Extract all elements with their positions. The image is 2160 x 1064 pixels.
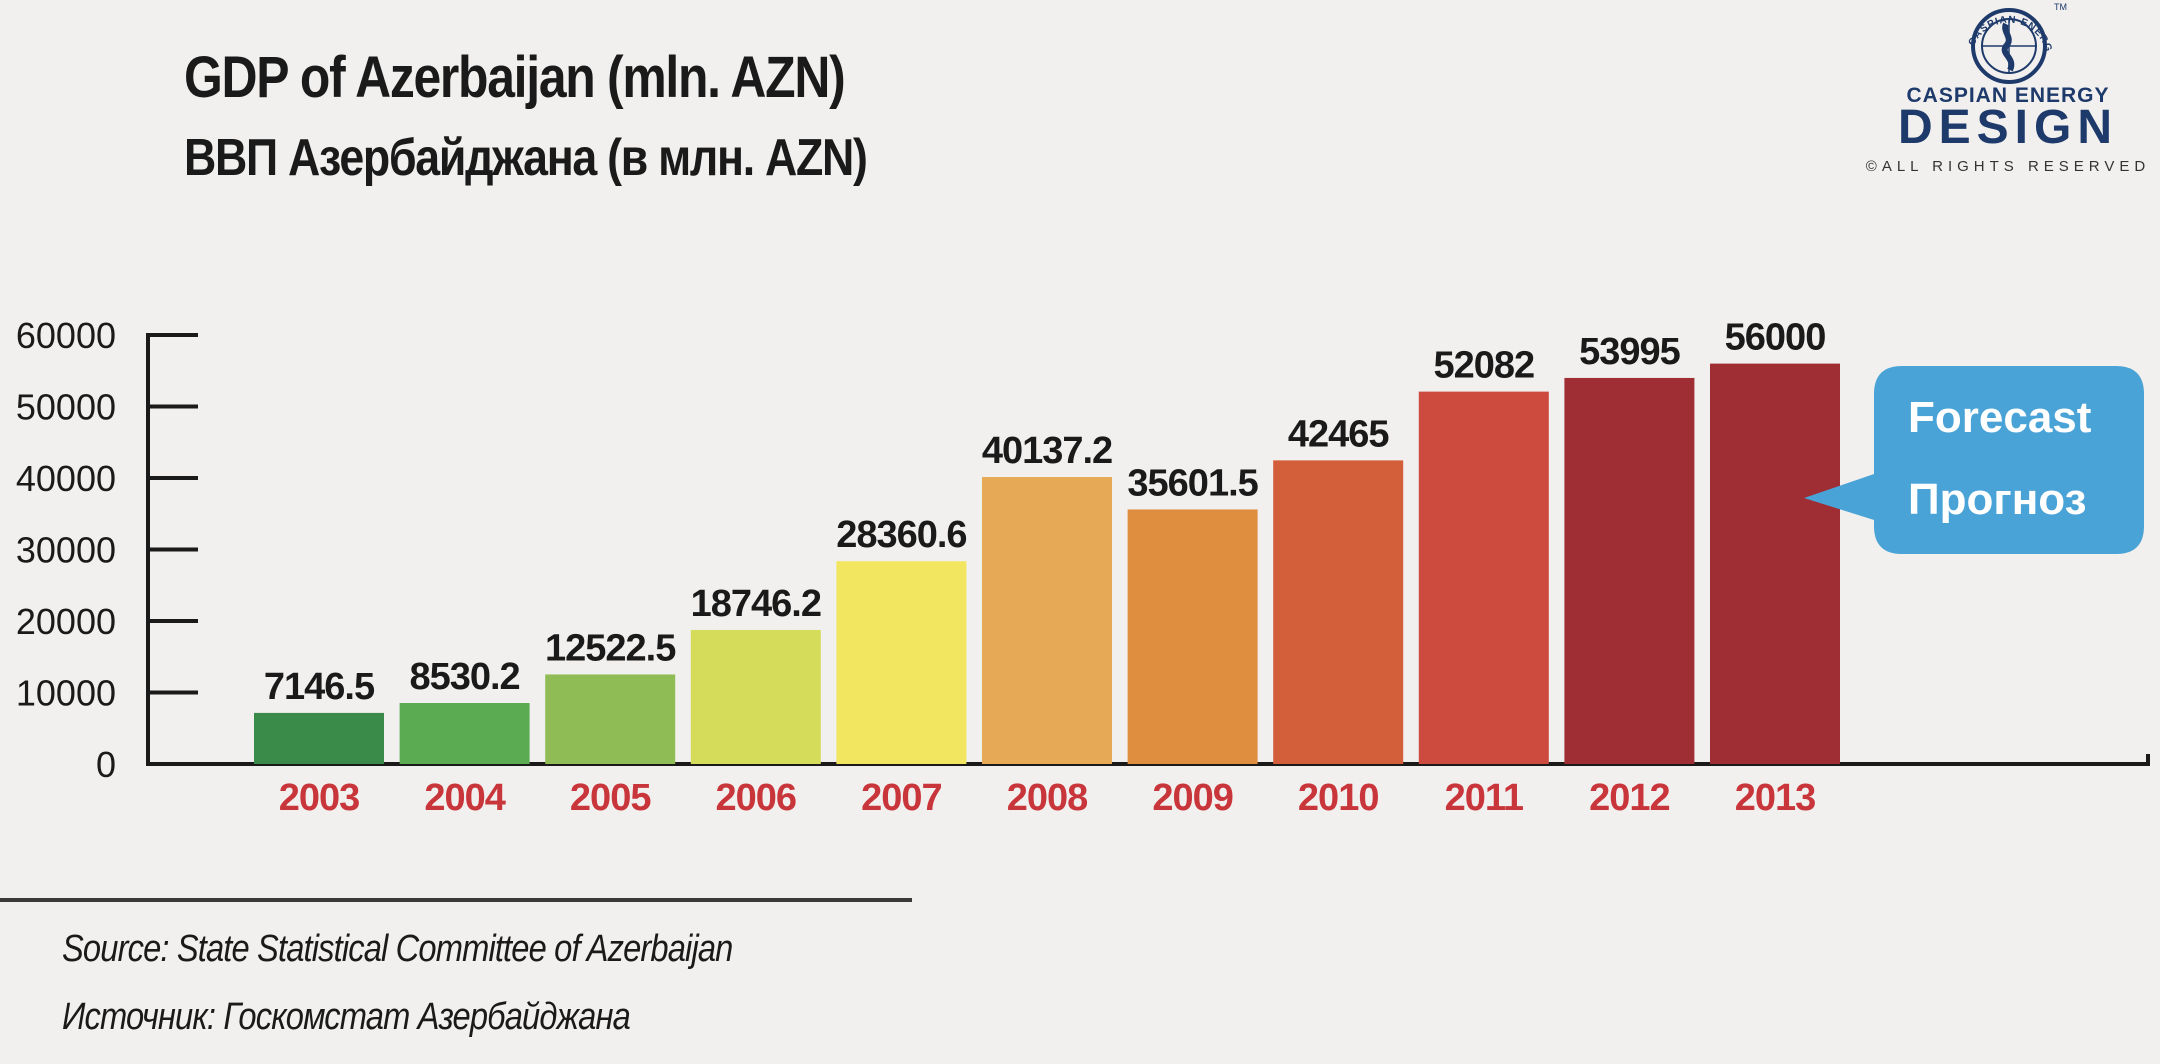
category-label-2011: 2011: [1445, 777, 1524, 819]
category-label-2007: 2007: [861, 777, 942, 819]
value-label-2006: 18746.2: [691, 583, 821, 625]
category-label-2003: 2003: [279, 777, 360, 819]
y-tick-label: 30000: [16, 530, 116, 571]
caspian-energy-logo: CASPIAN ENERGY TM CASPIAN ENERGY DESIGN …: [1852, 0, 2160, 180]
source-english: Source: State Statistical Committee of A…: [62, 928, 733, 970]
value-label-2008: 40137.2: [982, 430, 1112, 472]
globe-emblem-icon: CASPIAN ENERGY TM: [1852, 0, 2067, 84]
bar-2010: [1273, 460, 1404, 764]
y-tick-label: 40000: [16, 458, 116, 499]
bar-2012: [1564, 377, 1695, 764]
category-label-2005: 2005: [570, 777, 651, 819]
source-russian: Источник: Госкомстат Азербайджана: [62, 996, 631, 1038]
chart-ytick-labels: 0 10000 20000 30000 40000 50000 60000: [16, 315, 116, 785]
bar-2013: [1710, 363, 1840, 764]
value-label-2011: 52082: [1433, 345, 1534, 387]
bar-2007: [836, 561, 967, 764]
value-label-2009: 35601.5: [1127, 462, 1258, 504]
value-label-2010: 42465: [1288, 413, 1390, 455]
category-label-2010: 2010: [1298, 777, 1379, 819]
bar-2009: [1127, 509, 1258, 764]
chart-subtitle: ВВП Азербайджана (в млн. AZN): [184, 129, 868, 187]
forecast-callout: Forecast Прогноз: [1804, 366, 2144, 554]
chart-title: GDP of Azerbaijan (mln. AZN): [184, 45, 846, 110]
category-label-2012: 2012: [1589, 777, 1670, 819]
value-label-2013: 56000: [1725, 317, 1826, 359]
bar-2006: [690, 629, 821, 764]
y-tick-label: 60000: [16, 315, 116, 356]
bar-2003: [254, 712, 384, 764]
category-label-2009: 2009: [1152, 777, 1233, 819]
chart-bars: [254, 363, 1840, 764]
value-label-2007: 28360.6: [836, 514, 966, 556]
source-divider: [0, 898, 912, 902]
forecast-callout-bubble: [1804, 366, 2144, 554]
value-label-2004: 8530.2: [409, 656, 519, 698]
bar-2004: [399, 703, 530, 764]
chart-category-labels: 2003 2004 2005 2006 2007 2008 2009 2010 2011 2012…: [279, 777, 1817, 819]
logo-rights: ©ALL RIGHTS RESERVED: [1865, 158, 2151, 175]
category-label-2013: 2013: [1735, 777, 1816, 819]
forecast-callout-line2: Прогноз: [1908, 475, 2086, 524]
y-tick-label: 0: [96, 744, 116, 785]
category-label-2004: 2004: [424, 777, 505, 819]
logo-tm: TM: [2054, 2, 2067, 12]
y-tick-label: 20000: [16, 601, 116, 642]
bar-2008: [982, 477, 1112, 764]
bar-2005: [545, 674, 676, 764]
bar-2011: [1418, 391, 1549, 764]
category-label-2008: 2008: [1007, 777, 1088, 819]
value-label-2003: 7146.5: [264, 666, 375, 708]
value-label-2012: 53995: [1579, 331, 1681, 373]
y-tick-label: 50000: [16, 387, 116, 428]
logo-brand: CASPIAN ENERGY: [1906, 84, 2110, 107]
category-label-2006: 2006: [716, 777, 797, 819]
y-tick-label: 10000: [16, 673, 116, 714]
forecast-callout-line1: Forecast: [1908, 393, 2092, 442]
logo-design: DESIGN: [1897, 101, 2119, 154]
value-label-2005: 12522.5: [545, 627, 676, 669]
chart-value-labels: 7146.5 8530.2 12522.5 18746.2 28360.6 40137.2…: [264, 317, 1826, 708]
